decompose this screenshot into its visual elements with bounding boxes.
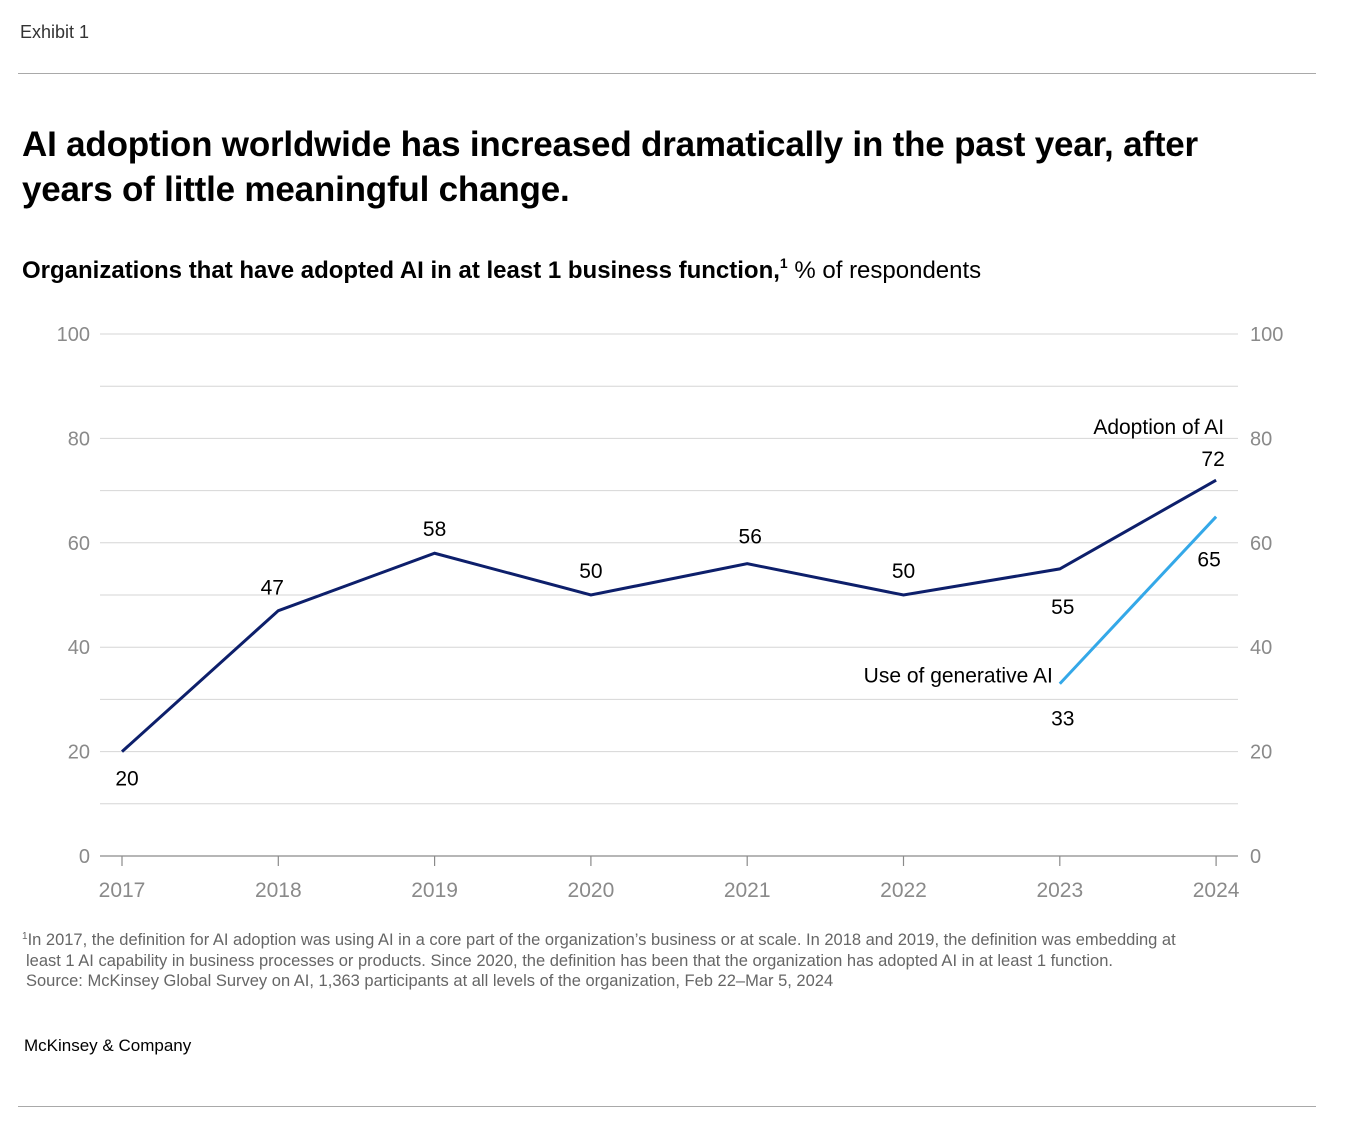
chart-title-unit: % of respondents <box>787 257 982 284</box>
data-label-adoption: 72 <box>1201 448 1224 471</box>
series-label-use-of-generative-ai: Use of generative AI <box>864 665 1053 688</box>
y-tick-label-right: 40 <box>1250 637 1272 659</box>
y-tick-label-right: 80 <box>1250 428 1272 450</box>
x-tick-label: 2018 <box>255 879 302 902</box>
footnote-line-1: 1In 2017, the definition for AI adoption… <box>22 930 1312 951</box>
data-label-adoption: 56 <box>739 526 762 549</box>
x-tick-label: 2019 <box>411 879 458 902</box>
series-label-adoption-of-ai: Adoption of AI <box>1093 416 1224 439</box>
bottom-divider <box>18 1106 1316 1107</box>
data-label-adoption: 50 <box>579 560 602 583</box>
exhibit-label: Exhibit 1 <box>20 22 90 42</box>
data-label-adoption: 47 <box>261 577 284 600</box>
chart-title-footnote-ref: 1 <box>779 255 788 271</box>
x-tick-label: 2021 <box>724 879 771 902</box>
data-label-adoption: 50 <box>892 560 915 583</box>
y-tick-label-right: 100 <box>1250 324 1283 346</box>
x-tick-label: 2022 <box>880 879 927 902</box>
y-tick-label-right: 60 <box>1250 533 1272 555</box>
data-label-adoption: 55 <box>1051 596 1074 619</box>
data-label-adoption: 58 <box>423 518 446 541</box>
series-line-adoption-of-ai <box>120 478 1217 753</box>
series-line-use-of-generative-ai <box>1058 515 1218 685</box>
chart-title-main: Organizations that have adopted AI in at… <box>22 257 780 284</box>
y-tick-label-left: 40 <box>68 637 90 659</box>
y-tick-label-left: 80 <box>68 428 90 450</box>
x-tick-label: 2017 <box>99 879 146 902</box>
data-label-generative: 65 <box>1197 549 1220 572</box>
y-tick-label-left: 20 <box>68 742 90 764</box>
y-tick-label-right: 0 <box>1250 846 1261 868</box>
brand-name: McKinsey & Company <box>24 1036 192 1055</box>
top-divider <box>18 73 1316 74</box>
footnote: 1In 2017, the definition for AI adoption… <box>22 930 1312 992</box>
footnote-marker: 1 <box>22 931 28 942</box>
y-tick-label-left: 100 <box>57 324 90 346</box>
footnote-source: Source: McKinsey Global Survey on AI, 1,… <box>26 972 834 990</box>
data-label-generative: 33 <box>1051 708 1074 731</box>
x-tick-label: 2023 <box>1036 879 1083 902</box>
footnote-line-2: least 1 AI capability in business proces… <box>26 951 1113 970</box>
x-tick-label: 2020 <box>568 879 615 902</box>
x-tick-label: 2024 <box>1193 879 1240 902</box>
headline: AI adoption worldwide has increased dram… <box>22 125 1198 209</box>
y-tick-label-left: 0 <box>79 846 90 868</box>
chart-title: Organizations that have adopted AI in at… <box>22 255 982 285</box>
y-tick-label-right: 20 <box>1250 742 1272 764</box>
data-label-adoption: 20 <box>115 768 138 791</box>
y-tick-label-left: 60 <box>68 533 90 555</box>
footnote-text-1: In 2017, the definition for AI adoption … <box>27 931 1176 949</box>
